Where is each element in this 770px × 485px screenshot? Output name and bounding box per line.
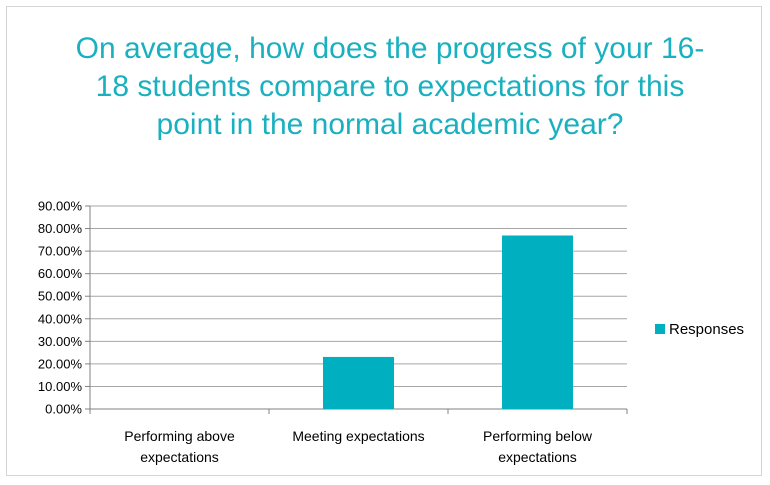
legend-swatch bbox=[655, 324, 665, 334]
y-tick-label: 40.00% bbox=[38, 311, 83, 326]
chart-title: On average, how does the progress of you… bbox=[75, 32, 705, 141]
x-category-label: Performing below expectations bbox=[483, 428, 593, 465]
y-tick-label: 70.00% bbox=[38, 244, 83, 259]
y-tick-label: 90.00% bbox=[38, 199, 83, 214]
y-tick-label: 30.00% bbox=[38, 334, 83, 349]
bars bbox=[323, 235, 573, 409]
bar bbox=[502, 235, 573, 409]
x-category-labels: Performing above expectations Meeting expe… bbox=[124, 428, 593, 465]
y-tick-label: 0.00% bbox=[45, 402, 82, 417]
y-tick-label: 80.00% bbox=[38, 221, 83, 236]
y-tick-labels: 0.00% 10.00% 20.00% 30.00% 40.00% 50.00% 60.00… bbox=[38, 199, 83, 417]
y-tick-label: 20.00% bbox=[38, 356, 83, 371]
legend-label: Responses bbox=[669, 321, 744, 338]
x-category-label: Meeting expectations bbox=[292, 428, 424, 444]
bar bbox=[323, 356, 394, 409]
y-tick-label: 60.00% bbox=[38, 266, 83, 281]
y-tick-label: 50.00% bbox=[38, 289, 83, 304]
y-tick-label: 10.00% bbox=[38, 379, 83, 394]
legend: Responses bbox=[655, 321, 744, 338]
x-category-label: Performing above expectations bbox=[124, 428, 235, 465]
